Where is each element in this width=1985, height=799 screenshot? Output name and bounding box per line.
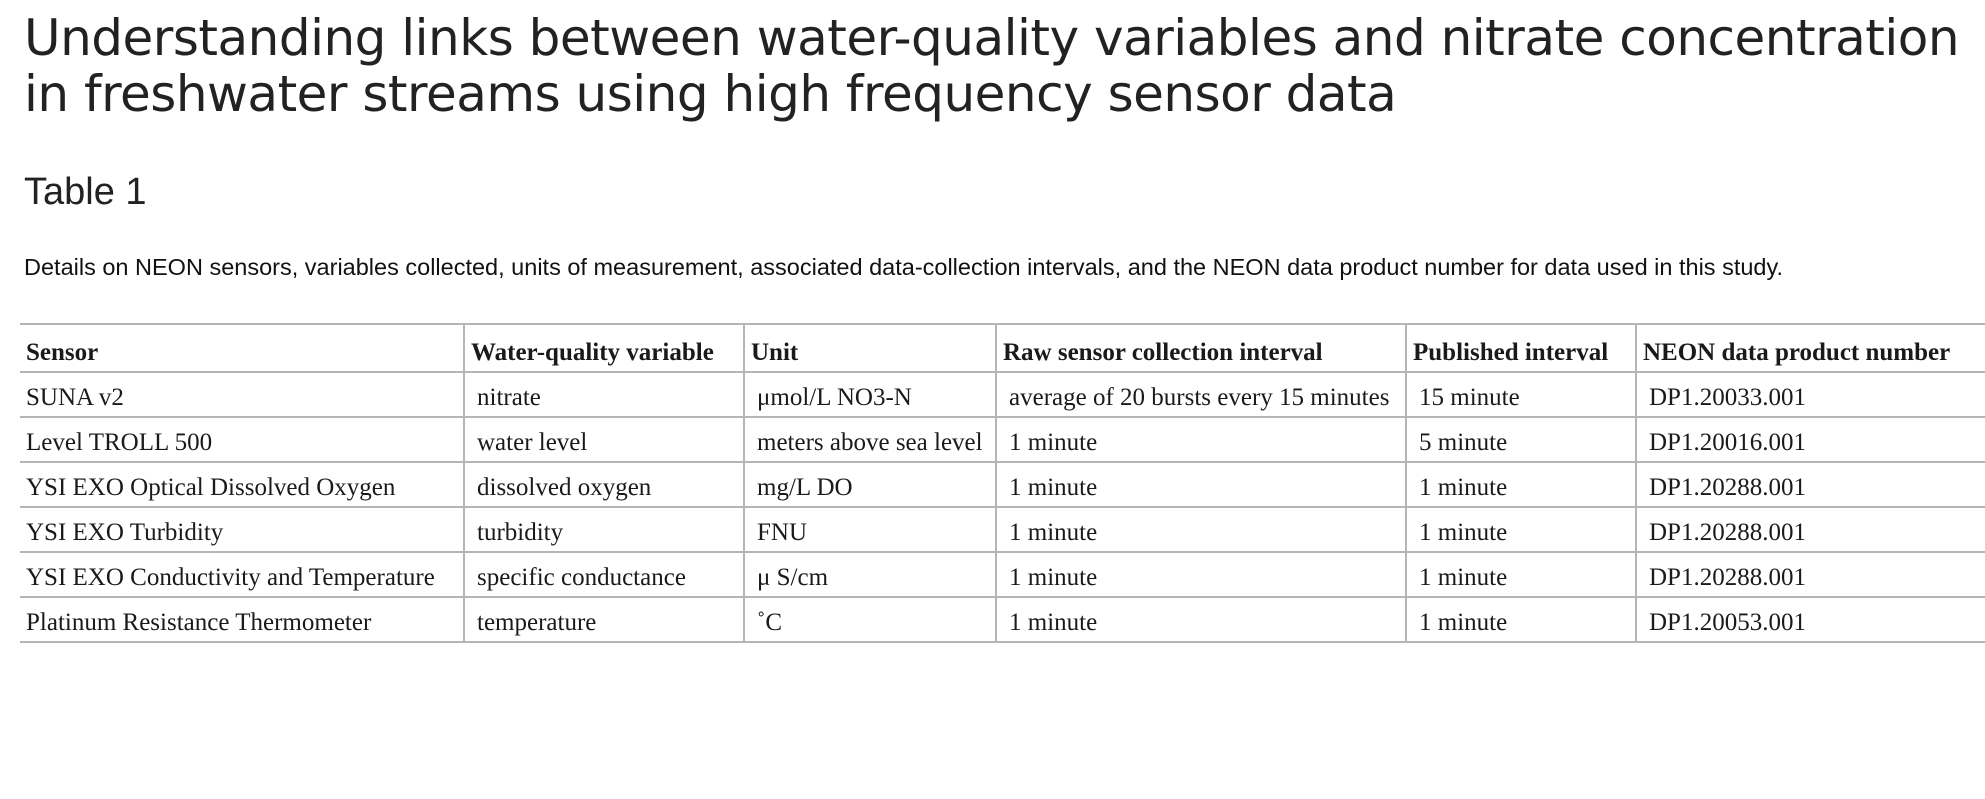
column-header-raw-interval: Raw sensor collection interval — [995, 323, 1406, 373]
column-header-water-quality-variable: Water-quality variable — [463, 323, 744, 373]
table-row: Platinum Resistance Thermometer temperat… — [20, 596, 1985, 643]
cell-sensor: YSI EXO Optical Dissolved Oxygen — [20, 461, 464, 508]
table-row: YSI EXO Conductivity and Temperature spe… — [20, 551, 1985, 598]
cell-sensor: SUNA v2 — [20, 371, 464, 418]
cell-published-interval: 1 minute — [1405, 461, 1636, 508]
cell-sensor: YSI EXO Conductivity and Temperature — [20, 551, 464, 598]
cell-sensor: Platinum Resistance Thermometer — [20, 596, 464, 643]
cell-variable: dissolved oxygen — [463, 461, 744, 508]
cell-product-number: DP1.20053.001 — [1635, 596, 1985, 643]
cell-unit: mg/L DO — [743, 461, 996, 508]
cell-sensor: YSI EXO Turbidity — [20, 506, 464, 553]
cell-raw-interval: 1 minute — [995, 596, 1406, 643]
cell-unit: FNU — [743, 506, 996, 553]
table-row: YSI EXO Optical Dissolved Oxygen dissolv… — [20, 461, 1985, 508]
cell-unit: meters above sea level — [743, 416, 996, 463]
table-label: Table 1 — [24, 171, 147, 213]
table-row: SUNA v2 nitrate μmol/L NO3-N average of … — [20, 371, 1985, 418]
cell-raw-interval: 1 minute — [995, 461, 1406, 508]
cell-unit: μ S/cm — [743, 551, 996, 598]
article-title: Understanding links between water-qualit… — [24, 9, 1960, 123]
cell-product-number: DP1.20288.001 — [1635, 506, 1985, 553]
cell-product-number: DP1.20288.001 — [1635, 551, 1985, 598]
cell-published-interval: 1 minute — [1405, 596, 1636, 643]
cell-published-interval: 15 minute — [1405, 371, 1636, 418]
cell-raw-interval: 1 minute — [995, 551, 1406, 598]
cell-product-number: DP1.20016.001 — [1635, 416, 1985, 463]
cell-variable: water level — [463, 416, 744, 463]
cell-variable: temperature — [463, 596, 744, 643]
cell-variable: specific conductance — [463, 551, 744, 598]
cell-sensor: Level TROLL 500 — [20, 416, 464, 463]
table-row: YSI EXO Turbidity turbidity FNU 1 minute… — [20, 506, 1985, 553]
table-row: Level TROLL 500 water level meters above… — [20, 416, 1985, 463]
cell-published-interval: 1 minute — [1405, 506, 1636, 553]
data-table: Sensor Water-quality variable Unit Raw s… — [20, 323, 1985, 643]
cell-raw-interval: 1 minute — [995, 416, 1406, 463]
column-header-unit: Unit — [743, 323, 996, 373]
cell-unit: μmol/L NO3-N — [743, 371, 996, 418]
cell-published-interval: 1 minute — [1405, 551, 1636, 598]
column-header-published-interval: Published interval — [1405, 323, 1636, 373]
cell-variable: nitrate — [463, 371, 744, 418]
column-header-sensor: Sensor — [20, 323, 464, 373]
cell-published-interval: 5 minute — [1405, 416, 1636, 463]
cell-raw-interval: average of 20 bursts every 15 minutes — [995, 371, 1406, 418]
cell-product-number: DP1.20288.001 — [1635, 461, 1985, 508]
cell-raw-interval: 1 minute — [995, 506, 1406, 553]
cell-unit: ˚C — [743, 596, 996, 643]
column-header-product-number: NEON data product number — [1635, 323, 1985, 373]
table-header-row: Sensor Water-quality variable Unit Raw s… — [20, 323, 1985, 373]
cell-variable: turbidity — [463, 506, 744, 553]
cell-product-number: DP1.20033.001 — [1635, 371, 1985, 418]
table-caption: Details on NEON sensors, variables colle… — [24, 254, 1784, 280]
